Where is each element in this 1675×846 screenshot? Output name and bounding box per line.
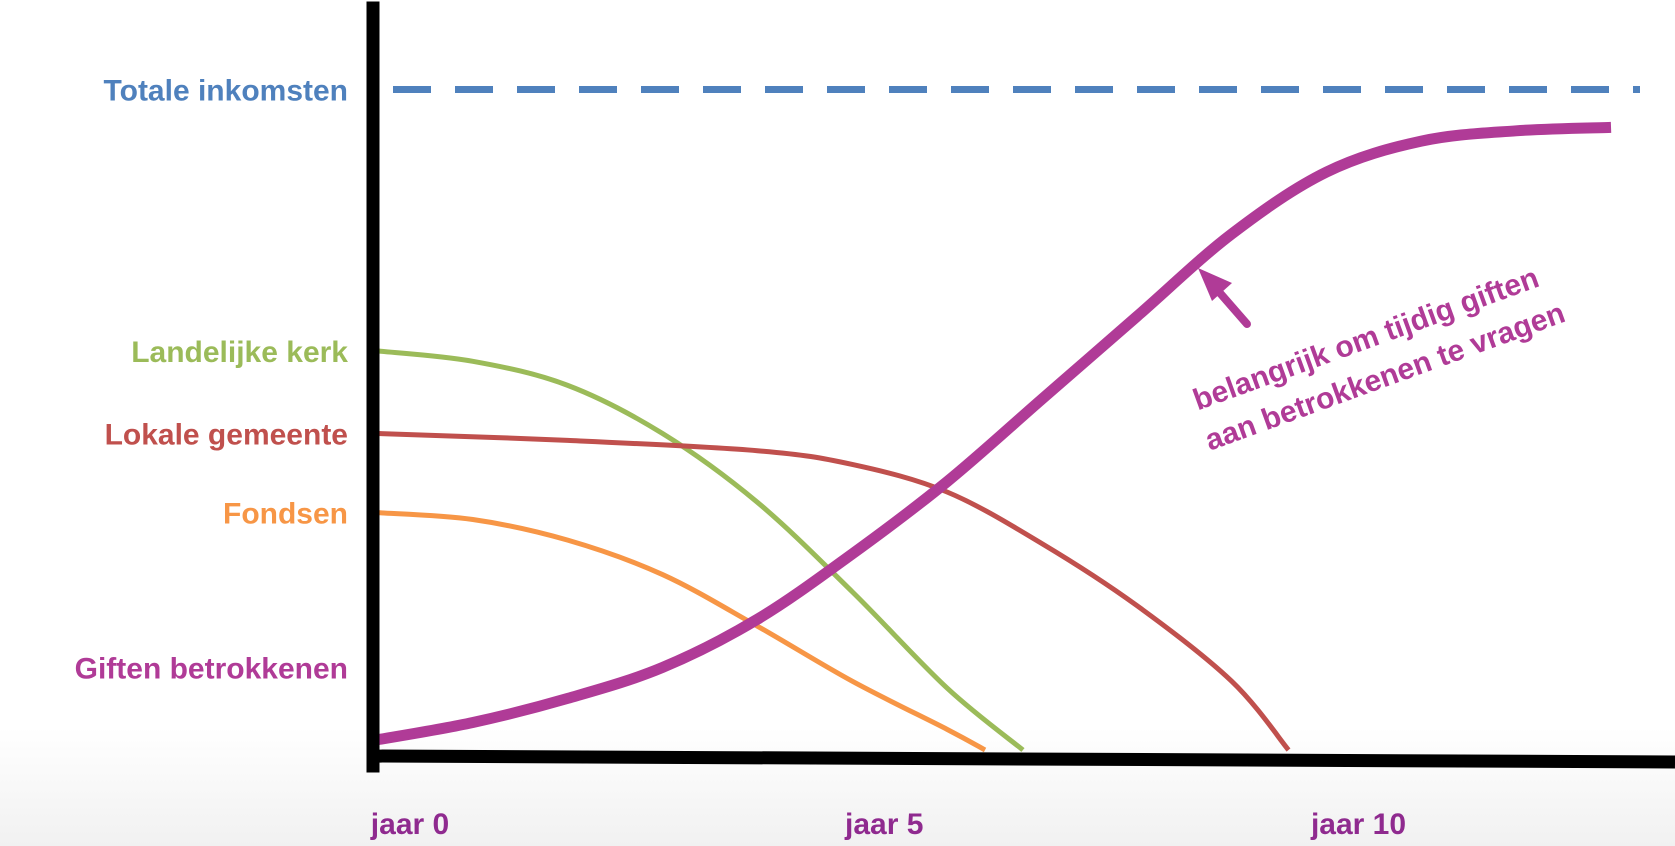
series-label-totale-inkomsten: Totale inkomsten — [104, 75, 348, 108]
series-label-landelijke-kerk: Landelijke kerk — [131, 336, 348, 369]
x-tick-jaar-10: jaar 10 — [1310, 808, 1406, 841]
series-lines — [377, 121, 1612, 753]
series-labels: Totale inkomsten Landelijke kerk Lokale ge… — [75, 75, 349, 686]
x-tick-jaar-5: jaar 5 — [844, 808, 923, 841]
series-label-lokale-gemeente: Lokale gemeente — [105, 419, 348, 452]
series-line-landelijke-kerk — [377, 348, 1025, 752]
annotation-note: belangrijk om tijdig giften aan betrokke… — [1189, 261, 1569, 457]
x-tick-jaar-0: jaar 0 — [370, 808, 449, 841]
series-line-fondsen — [377, 510, 987, 753]
series-label-fondsen: Fondsen — [223, 498, 348, 531]
series-line-lokale-gemeente — [377, 431, 1291, 752]
annotation-arrow-head — [1198, 268, 1232, 301]
x-tick-labels: jaar 0 jaar 5 jaar 10 — [370, 808, 1406, 841]
series-label-giften-betrokkenen: Giften betrokkenen — [75, 652, 348, 685]
x-axis — [367, 749, 1675, 769]
series-line-giften-betrokkenen — [377, 121, 1612, 746]
